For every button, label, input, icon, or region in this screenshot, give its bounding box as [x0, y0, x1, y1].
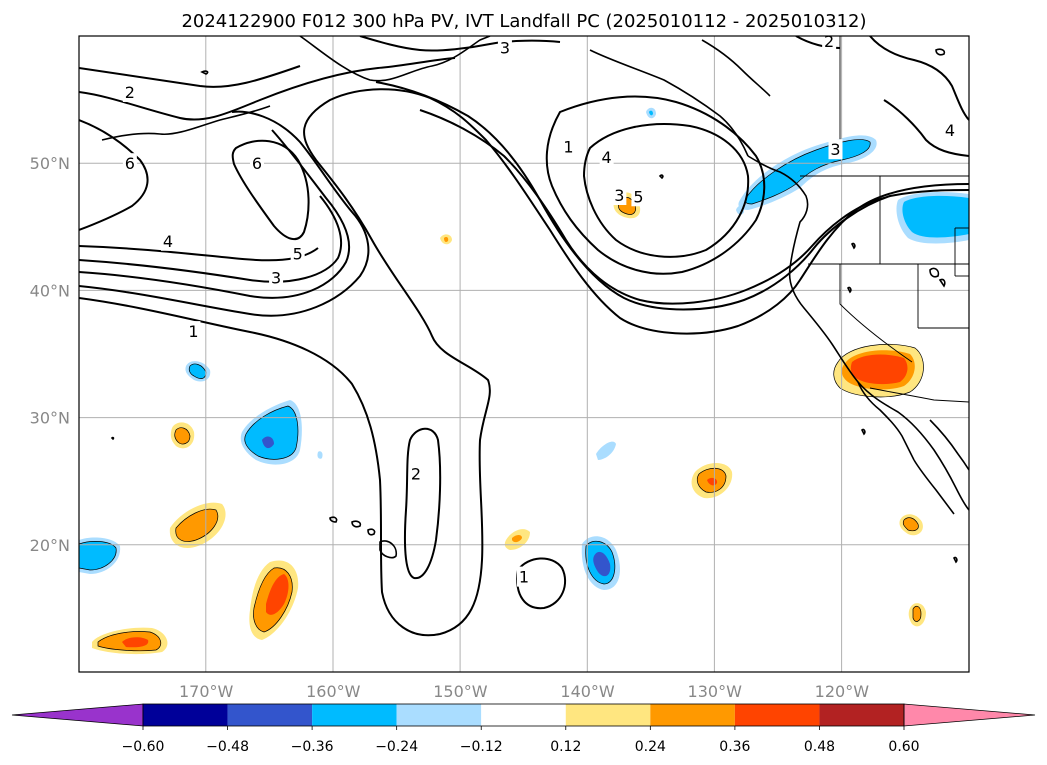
contour-label: 4: [163, 232, 173, 251]
contour-label: 1: [519, 568, 529, 587]
colorbar-segment: [650, 704, 735, 726]
contour-label-bg: [822, 36, 837, 52]
contour-label-bg: [122, 153, 137, 174]
contour-label-bg: [186, 321, 201, 342]
contour-label-bg: [561, 136, 576, 157]
colorbar-segment: [481, 704, 566, 726]
contour-label: 6: [125, 154, 135, 173]
contour-label-bg: [290, 243, 305, 264]
lat-label: 50°N: [30, 154, 70, 173]
colorbar-tick-label: 0.24: [635, 739, 666, 755]
pv-contours: [79, 36, 969, 637]
colorbar-segment: [227, 704, 313, 726]
contour-label-bg: [122, 81, 137, 102]
lon-label: 160°W: [306, 682, 361, 701]
colorbar-tick-label: −0.24: [375, 739, 418, 755]
lon-label: 130°W: [688, 682, 743, 701]
latitude-labels: 50°N 40°N 30°N 20°N: [30, 154, 70, 555]
contour-label: 4: [945, 121, 955, 140]
lat-label: 40°N: [30, 281, 70, 300]
contour-label: 4: [602, 148, 612, 167]
lon-label: 170°W: [179, 682, 234, 701]
colorbar-tick-label: −0.60: [122, 739, 165, 755]
lon-label: 120°W: [815, 682, 870, 701]
contour-label: 1: [188, 322, 198, 341]
contour-label: 2: [411, 465, 421, 484]
contour-label: 1: [563, 138, 573, 157]
contour-label-bg: [828, 139, 843, 160]
colorbar-frame: [142, 703, 905, 727]
contour-label: 3: [500, 38, 510, 57]
contour-label: 3: [614, 186, 624, 205]
contour-label: 5: [633, 187, 643, 206]
lat-label: 20°N: [30, 536, 70, 555]
figure-title: 2024122900 F012 300 hPa PV, IVT Landfall…: [181, 11, 866, 32]
colorbar-tick-label: 0.36: [719, 739, 750, 755]
colorbar-segment: [143, 704, 228, 726]
colorbar-tick-label: 0.48: [804, 739, 835, 755]
gridlines: [79, 36, 969, 672]
contour-label: 3: [830, 140, 840, 159]
longitude-labels: 170°W 160°W 150°W 140°W 130°W 120°W: [179, 682, 869, 701]
colorbar-segment: [734, 704, 820, 726]
colorbar-over-arrow: [903, 703, 1036, 727]
colorbar-tick-label: −0.12: [460, 739, 503, 755]
contour-label-bg: [408, 463, 423, 484]
contour-label: 2: [824, 32, 834, 51]
colorbar-segment: [396, 704, 482, 726]
contour-label: 2: [125, 83, 135, 102]
contour-label: 3: [271, 269, 281, 288]
colorbar-segment: [312, 704, 397, 726]
contour-label-bg: [497, 37, 512, 58]
colorbar-tick-label: 0.60: [888, 739, 919, 755]
contour-label: 5: [293, 245, 303, 264]
contour-label: 6: [252, 154, 262, 173]
map-area: [79, 36, 969, 672]
contour-label-bg: [631, 186, 646, 207]
contour-label-bg: [599, 146, 614, 167]
contour-label-bg: [250, 153, 264, 174]
borders: [800, 36, 969, 403]
contour-label-bg: [612, 185, 627, 205]
colorbar-tick-label: −0.36: [291, 739, 334, 755]
contour-label-bg: [161, 230, 175, 251]
colorbar-segment: [819, 704, 904, 726]
lon-label: 140°W: [560, 682, 615, 701]
colorbar-under-arrow: [11, 703, 144, 727]
colorbar-segment: [565, 704, 651, 726]
lon-label: 150°W: [433, 682, 488, 701]
contour-label-bg: [942, 120, 957, 141]
map-frame: [78, 35, 970, 673]
colorbar: −0.60 −0.48 −0.36 −0.24 −0.12 0.12 0.24 0.36 0.4…: [11, 703, 1036, 755]
colorbar-tick-label: −0.48: [206, 739, 249, 755]
contour-label-bg: [269, 267, 284, 288]
contour-label-bg: [517, 566, 531, 587]
lat-label: 30°N: [30, 409, 70, 428]
colorbar-tick-label: 0.12: [550, 739, 581, 755]
